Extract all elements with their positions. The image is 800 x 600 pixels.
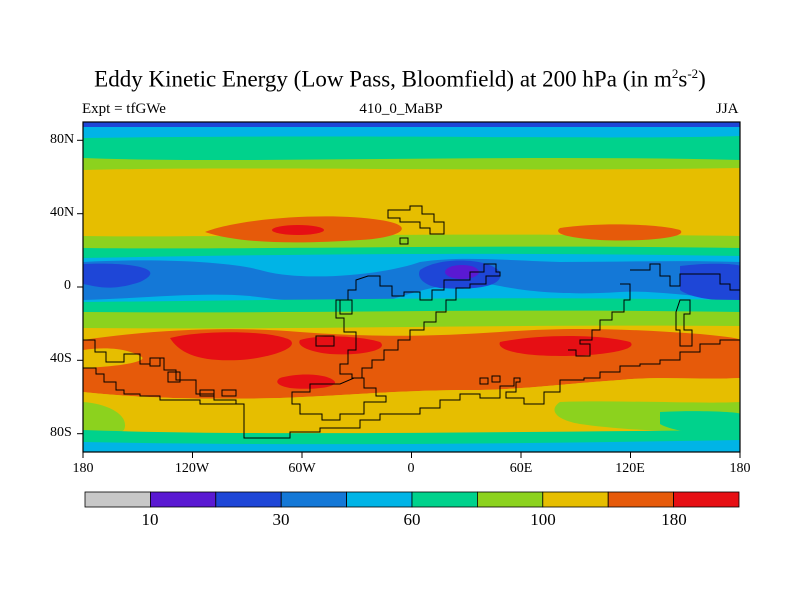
lon-label-0: 0 [407,461,415,476]
lat-label-40n: 40N [50,205,75,220]
lat-label-0: 0 [64,278,71,293]
colorbar-label-180: 180 [661,510,687,529]
lon-label-120w: 120W [174,461,210,476]
axis-ticks [77,139,741,458]
season-label: JJA [716,101,739,117]
colorbar-label-60: 60 [403,510,421,529]
contour-band-sh-green [83,310,740,329]
contour-band-30-60 [83,126,740,138]
contour-band-10-30 [83,122,740,127]
contour-band-eq-blue [83,258,740,303]
contour-band-eq-dark [83,263,151,288]
colorbar-swatch [476,491,544,508]
colorbar-swatch [346,491,413,508]
experiment-label: Expt = tfGWe [82,101,166,117]
contour-band-100-green [83,158,740,170]
colorbar [84,491,740,508]
colorbar-swatch [542,491,609,508]
colorbar-swatch [215,491,282,508]
lon-label-60w: 60W [288,461,316,476]
colorbar-label-10: 10 [141,510,159,529]
lon-label-120e: 120E [615,461,645,476]
lon-label-180w: 180 [72,461,94,476]
colorbar-swatch [84,491,151,508]
contour-band-sp-cyan [83,440,740,452]
lat-label-80n: 80N [50,132,75,147]
colorbar-swatch [411,491,478,508]
field-contours [83,122,740,452]
colorbar-label-30: 30 [272,510,290,529]
lon-label-60e: 60E [509,461,533,476]
colorbar-swatch [607,491,675,508]
contour-band-max [170,332,292,361]
colorbar-label-100: 100 [530,510,556,529]
contour-band-nh-yellow [83,186,740,206]
case-label: 410_0_MaBP [359,101,443,117]
colorbar-swatch [673,491,740,508]
lat-label-80s: 80S [50,425,72,440]
colorbar-swatch [149,491,217,508]
coastlines [83,205,740,439]
lon-label-180e: 180 [729,461,751,476]
lat-label-40s: 40S [50,351,72,366]
figure-title: Eddy Kinetic Energy (Low Pass, Bloomfiel… [94,66,706,92]
colorbar-swatch [280,491,348,508]
